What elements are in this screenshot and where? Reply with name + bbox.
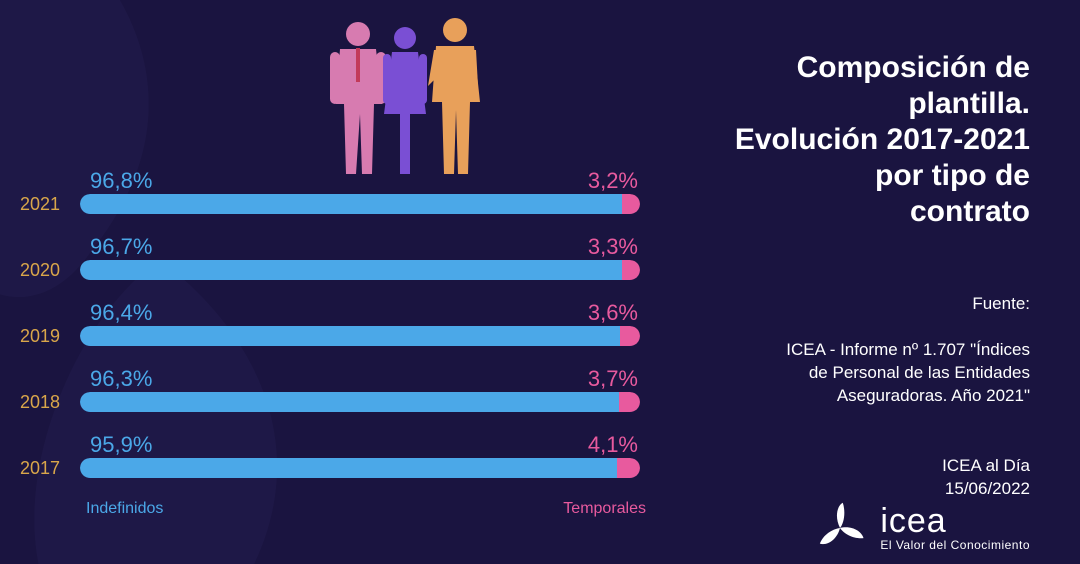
legend-indefinidos: Indefinidos <box>86 500 163 518</box>
bar-row: 2018 96,3% 3,7% <box>0 368 680 424</box>
year-label: 2020 <box>20 260 60 281</box>
bar-chart: 202196,8%3,2%202096,7%3,3%201996,4%3,6%2… <box>0 170 680 500</box>
value-temporales: 3,2% <box>588 168 638 194</box>
source-label: Fuente: <box>680 293 1030 316</box>
people-silhouettes-icon <box>310 14 500 174</box>
bar-segment-temporales <box>617 458 640 478</box>
value-temporales: 3,6% <box>588 300 638 326</box>
bar-row: 2017 95,9% 4,1% <box>0 434 680 490</box>
chart-area: 202196,8%3,2%202096,7%3,3%201996,4%3,6%2… <box>0 0 680 564</box>
year-label: 2019 <box>20 326 60 347</box>
year-label: 2018 <box>20 392 60 413</box>
bar-track <box>80 392 640 412</box>
value-indefinidos: 96,7% <box>90 234 152 260</box>
chart-title: Composición de plantilla. Evolución 2017… <box>680 50 1030 230</box>
logo-icon <box>812 500 868 556</box>
bar-segment-indefinidos <box>80 458 617 478</box>
bar-segment-temporales <box>620 326 640 346</box>
bar-track <box>80 260 640 280</box>
bar-segment-indefinidos <box>80 392 619 412</box>
bar-row: 2019 96,4% 3,6% <box>0 302 680 358</box>
year-label: 2021 <box>20 194 60 215</box>
logo-name: icea <box>880 504 1030 538</box>
bar-segment-indefinidos <box>80 194 622 214</box>
bar-segment-temporales <box>619 392 640 412</box>
legend: Indefinidos Temporales <box>86 500 646 518</box>
value-indefinidos: 96,4% <box>90 300 152 326</box>
value-temporales: 4,1% <box>588 432 638 458</box>
value-temporales: 3,7% <box>588 366 638 392</box>
value-indefinidos: 96,8% <box>90 168 152 194</box>
source-text: ICEA - Informe nº 1.707 "Índices de Pers… <box>680 339 1030 408</box>
bar-segment-temporales <box>622 260 640 280</box>
text-panel: Composición de plantilla. Evolución 2017… <box>680 0 1080 564</box>
bar-segment-temporales <box>622 194 640 214</box>
bar-row: 2020 96,7% 3,3% <box>0 236 680 292</box>
bar-track <box>80 458 640 478</box>
legend-temporales: Temporales <box>563 500 646 518</box>
bar-track <box>80 194 640 214</box>
date-block: ICEA al Día 15/06/2022 <box>680 455 1030 501</box>
logo-tagline: El Valor del Conocimiento <box>880 538 1030 552</box>
bar-track <box>80 326 640 346</box>
year-label: 2017 <box>20 458 60 479</box>
source-block: Fuente: ICEA - Informe nº 1.707 "Índices… <box>680 270 1030 431</box>
bar-row: 2021 96,8% 3,2% <box>0 170 680 226</box>
bar-segment-indefinidos <box>80 326 620 346</box>
value-indefinidos: 95,9% <box>90 432 152 458</box>
bar-segment-indefinidos <box>80 260 622 280</box>
value-temporales: 3,3% <box>588 234 638 260</box>
value-indefinidos: 96,3% <box>90 366 152 392</box>
logo: icea El Valor del Conocimiento <box>680 500 1030 564</box>
